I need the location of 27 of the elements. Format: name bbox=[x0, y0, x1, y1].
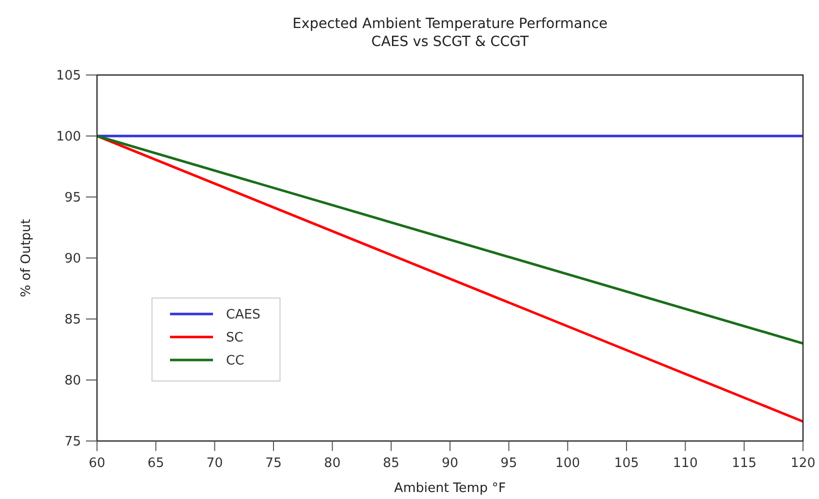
x-tick-label: 110 bbox=[672, 456, 698, 471]
x-tick-label: 120 bbox=[790, 456, 816, 471]
chart-subtitle: CAES vs SCGT & CCGT bbox=[371, 34, 530, 50]
x-tick-label: 70 bbox=[206, 456, 223, 471]
x-tick-label: 100 bbox=[555, 456, 580, 471]
x-axis-title: Ambient Temp °F bbox=[394, 481, 506, 496]
x-tick-label: 75 bbox=[265, 456, 282, 471]
legend-label: CC bbox=[226, 354, 244, 369]
x-tick-label: 115 bbox=[732, 456, 757, 471]
x-tick-label: 60 bbox=[88, 456, 106, 471]
y-tick-label: 85 bbox=[64, 312, 81, 328]
y-tick-label: 100 bbox=[56, 130, 81, 145]
y-tick-label: 105 bbox=[56, 68, 81, 84]
y-tick-label: 95 bbox=[64, 190, 81, 206]
legend-label: SC bbox=[226, 330, 244, 346]
y-axis-title: % of Output bbox=[19, 218, 34, 298]
x-tick-label: 105 bbox=[614, 456, 639, 471]
chart-title: Expected Ambient Temperature Performance bbox=[292, 16, 608, 32]
x-tick-label: 65 bbox=[148, 456, 164, 471]
y-tick-label: 80 bbox=[64, 374, 81, 389]
y-tick-label: 75 bbox=[64, 434, 81, 450]
legend-label: CAES bbox=[226, 308, 260, 323]
x-tick-label: 90 bbox=[442, 456, 458, 471]
x-tick-label: 85 bbox=[382, 456, 400, 471]
y-tick-label: 90 bbox=[64, 252, 81, 267]
x-tick-label: 95 bbox=[500, 456, 518, 471]
x-tick-label: 80 bbox=[324, 456, 341, 471]
